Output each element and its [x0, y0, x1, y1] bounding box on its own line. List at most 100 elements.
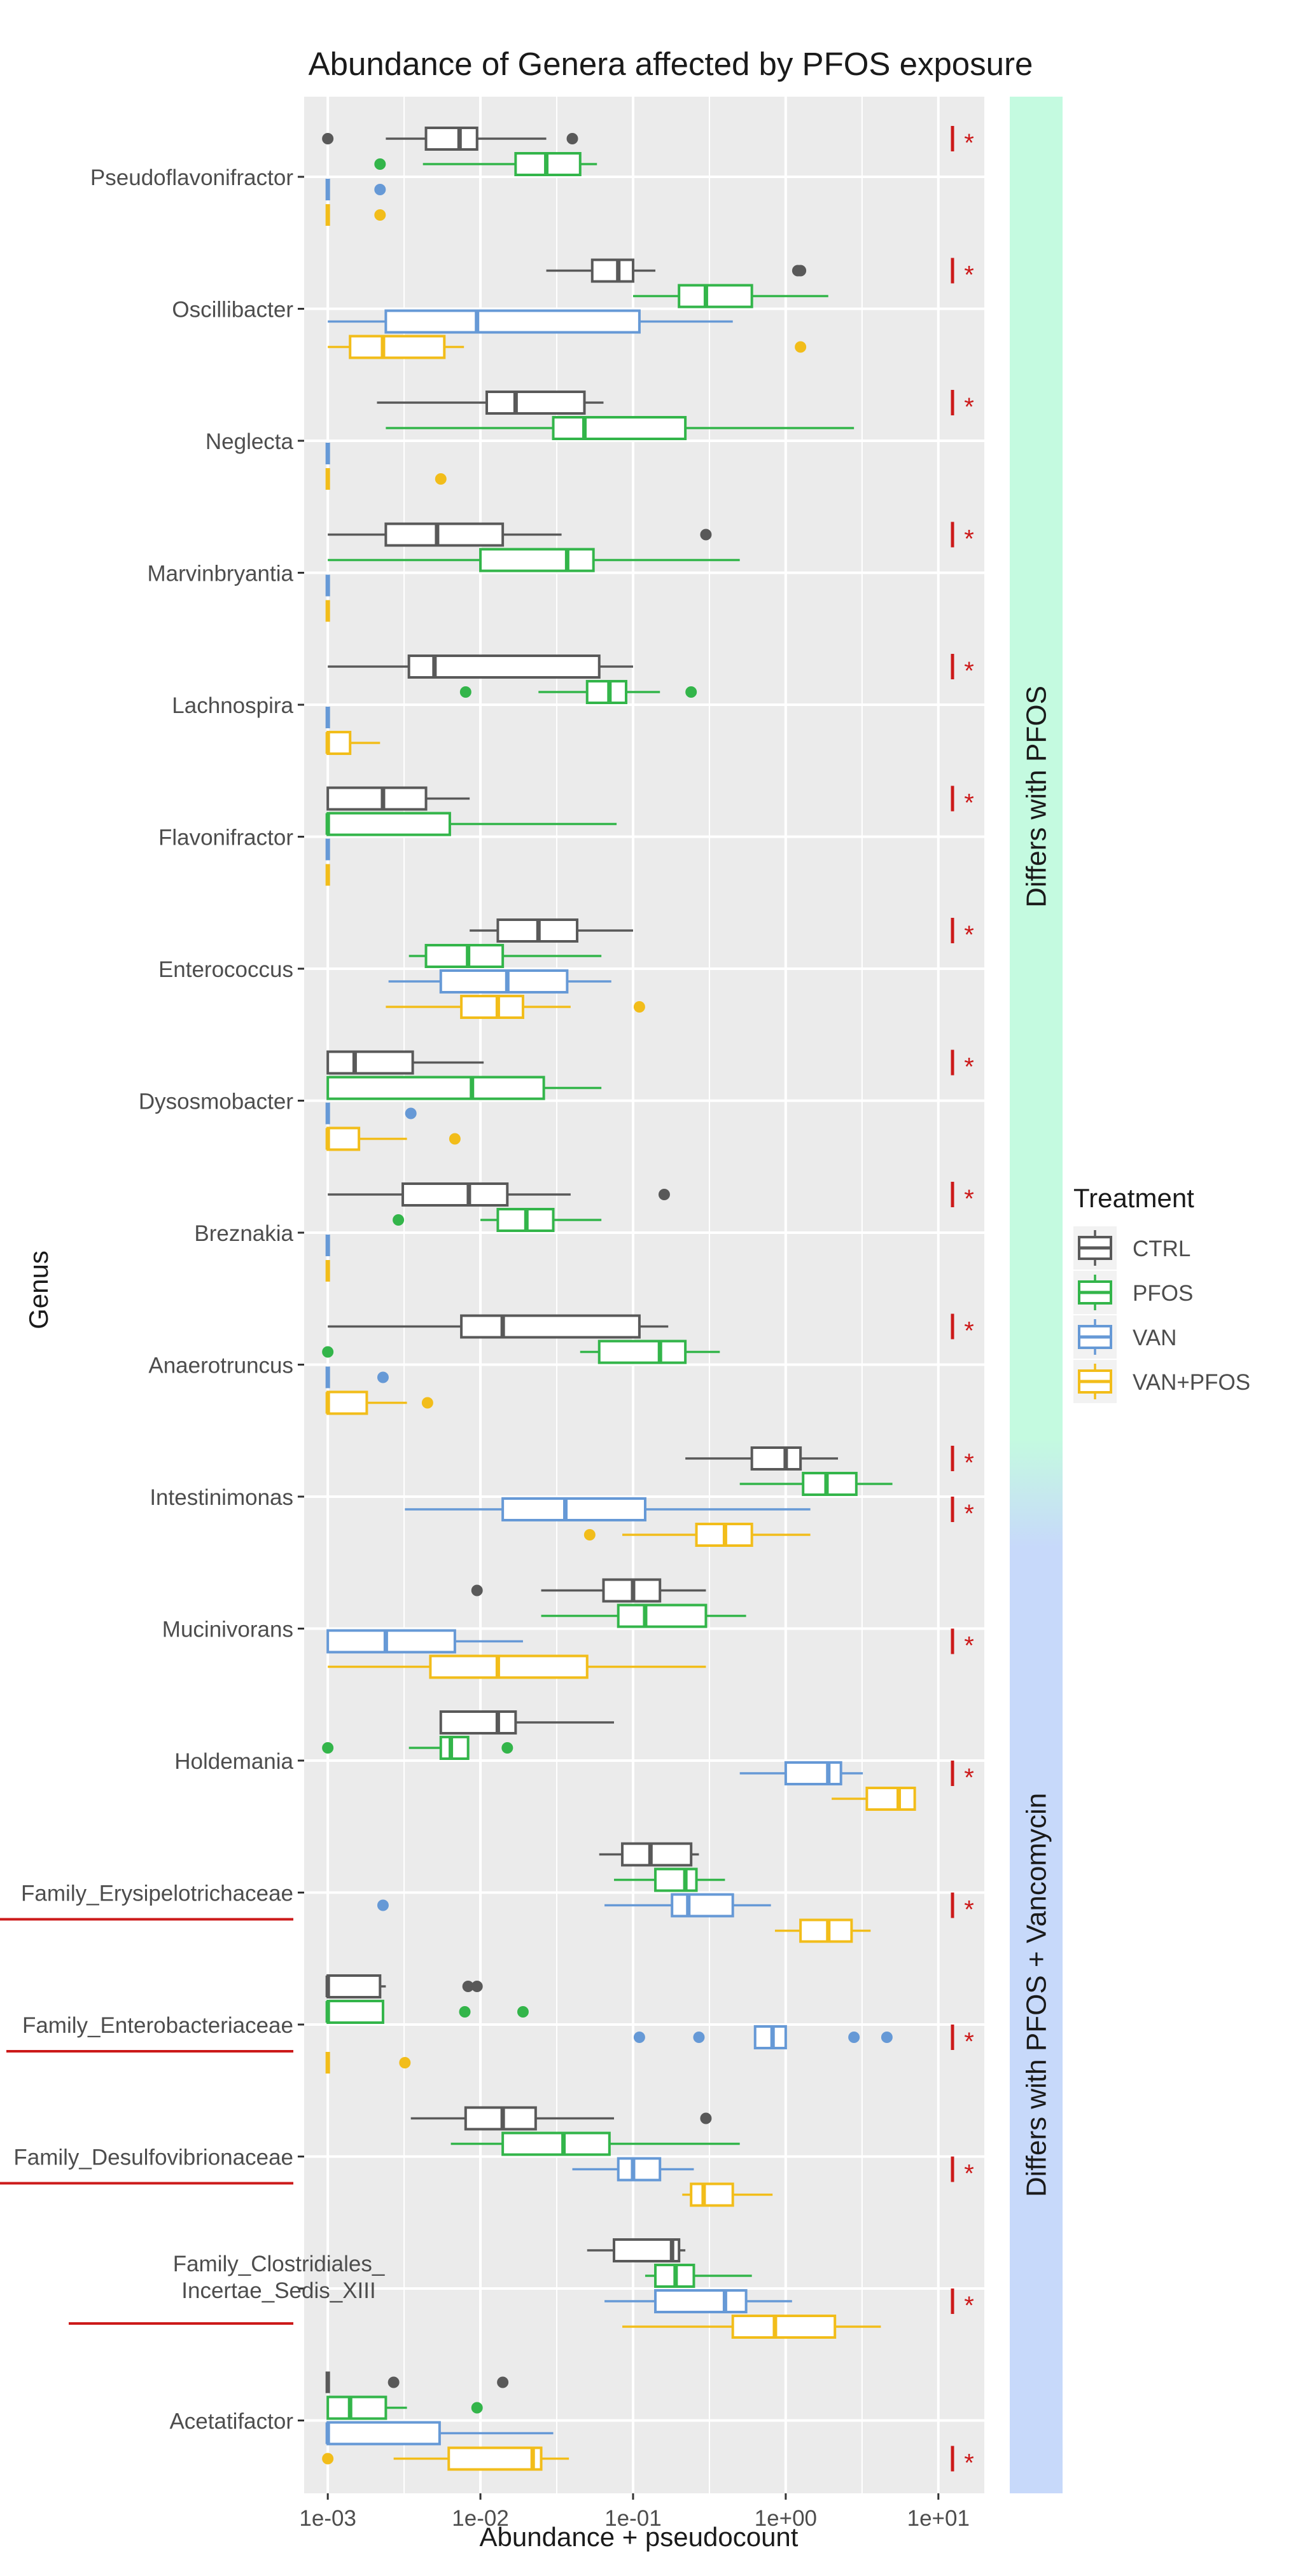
outlier-point — [374, 184, 386, 195]
box-van — [325, 179, 386, 200]
box-van — [739, 1761, 863, 1785]
legend-item-van: VAN — [1073, 1315, 1176, 1359]
box-van — [388, 969, 611, 994]
box-ctrl — [328, 1314, 669, 1339]
box-ctrl — [326, 786, 470, 811]
outlier-point — [566, 133, 578, 144]
legend-item-pfos: PFOS — [1073, 1271, 1193, 1314]
box-iqr — [784, 1761, 842, 1785]
outlier-point — [700, 2112, 712, 2124]
box-ctrl — [546, 258, 807, 283]
box-iqr — [612, 2238, 681, 2262]
box-pfos — [325, 812, 617, 836]
box-van-pfos — [774, 1918, 871, 1943]
outlier-point — [693, 2032, 705, 2043]
significance-star: * — [964, 1053, 974, 1081]
box-iqr — [326, 1076, 545, 1100]
genus-enterococcus: * — [386, 918, 974, 1019]
outlier-point — [795, 265, 807, 277]
box-ctrl — [328, 654, 633, 679]
significance-star: * — [964, 129, 974, 157]
genus-holdemania: * — [322, 1710, 974, 1811]
box-iqr — [590, 258, 634, 283]
legend-item-van-pfos: VAN+PFOS — [1073, 1360, 1250, 1403]
y-tick-label: Family_Desulfovibrionaceae — [13, 2145, 293, 2170]
box-iqr — [460, 995, 524, 1019]
box-iqr — [621, 1842, 693, 1867]
box-iqr — [501, 2131, 611, 2156]
grid-lines — [304, 97, 984, 2493]
outlier-point — [405, 1107, 417, 1119]
y-tick-label: Intestinimonas — [150, 1485, 293, 1510]
box-iqr — [384, 309, 641, 334]
genus-mucinivorans: * — [326, 1578, 974, 1679]
outlier-point — [387, 2376, 400, 2388]
outlier-point — [449, 1133, 461, 1145]
box-van — [326, 1629, 523, 1654]
box-van-pfos — [325, 2052, 411, 2074]
y-tick-label: Pseudoflavonifractor — [90, 165, 293, 190]
box-iqr — [439, 1736, 470, 1760]
box-ctrl — [685, 1446, 839, 1471]
box-van-pfos — [682, 2182, 773, 2207]
box-iqr — [479, 548, 595, 572]
box-iqr — [750, 1446, 802, 1471]
box-pfos — [459, 680, 697, 704]
box-iqr — [424, 944, 505, 968]
legend-item-ctrl: CTRL — [1073, 1226, 1190, 1270]
box-iqr — [384, 522, 505, 547]
genus-breznakia: * — [325, 1182, 974, 1282]
genus-family-erysipelotrichaceae: * — [377, 1842, 974, 1943]
box-pfos — [450, 2131, 740, 2156]
box-ctrl — [326, 1050, 484, 1075]
y-tick-label: Marvinbryantia — [147, 562, 293, 586]
legend-item-label: CTRL — [1133, 1236, 1190, 1261]
box-iqr — [617, 1603, 708, 1628]
genus-anaerotruncus: * — [322, 1313, 974, 1415]
box-pfos — [632, 284, 828, 308]
outlier-point — [377, 1371, 389, 1383]
box-ctrl — [322, 127, 578, 151]
outlier-point — [517, 2006, 529, 2018]
plot-panel — [304, 97, 984, 2493]
box-van-pfos — [622, 2315, 881, 2339]
genus-family-desulfovibrionaceae: * — [410, 2106, 974, 2207]
significance-star: * — [964, 657, 974, 685]
outlier-point — [700, 529, 712, 541]
significance-star: * — [964, 1317, 974, 1345]
box-pfos — [386, 416, 855, 440]
genus-marvinbryantia: * — [325, 522, 974, 622]
box-iqr — [485, 391, 586, 415]
box-van-pfos — [325, 204, 386, 226]
significance-star: * — [964, 393, 974, 421]
significance-star: * — [964, 261, 974, 289]
box-van — [633, 2025, 893, 2049]
y-axis-label: Genus — [24, 1250, 53, 1329]
significance-star: * — [964, 921, 974, 949]
box-pfos — [374, 152, 597, 176]
box-iqr — [326, 1974, 382, 1998]
x-tick-label: 1e+01 — [907, 2506, 970, 2531]
box-van — [325, 2421, 554, 2446]
box-van-pfos — [328, 335, 807, 359]
significance-star: * — [964, 1632, 974, 1660]
outlier-point — [374, 209, 386, 221]
box-iqr — [429, 1654, 589, 1679]
significance-star: * — [964, 789, 974, 817]
y-tick-label: Lachnospira — [172, 693, 293, 718]
box-iqr — [447, 2446, 543, 2471]
box-ctrl — [328, 522, 712, 547]
box-ctrl — [470, 918, 633, 943]
y-tick-label: Family_Erysipelotrichaceae — [21, 1881, 293, 1906]
strip-label: Differs with PFOS + Vancomycin — [1021, 1793, 1052, 2197]
box-iqr — [326, 2395, 387, 2420]
box-pfos — [326, 1076, 602, 1100]
significance-star: * — [964, 1500, 974, 1528]
significance-star: * — [964, 2292, 974, 2320]
legend-item-label: VAN — [1133, 1326, 1176, 1350]
box-iqr — [654, 2289, 748, 2313]
box-pfos — [393, 1208, 602, 1232]
box-pfos — [328, 548, 740, 572]
outlier-point — [322, 1742, 334, 1754]
